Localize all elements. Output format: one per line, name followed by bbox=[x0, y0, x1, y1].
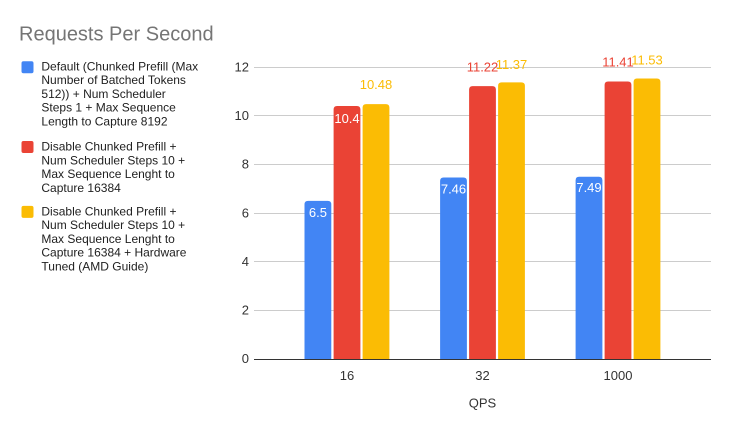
svg-text:2: 2 bbox=[242, 303, 249, 318]
svg-text:Disable Chunked Prefill +: Disable Chunked Prefill + Num Scheduler … bbox=[41, 140, 188, 195]
svg-text:6: 6 bbox=[242, 205, 249, 220]
svg-text:16: 16 bbox=[340, 368, 354, 383]
svg-text:Requests Per Second: Requests Per Second bbox=[19, 24, 214, 46]
svg-text:10.48: 10.48 bbox=[360, 77, 393, 92]
svg-text:Default (Chunked Prefill (Max: Default (Chunked Prefill (Max Number of … bbox=[41, 59, 201, 128]
svg-text:10.4: 10.4 bbox=[334, 111, 359, 126]
svg-text:10: 10 bbox=[235, 108, 249, 123]
svg-text:32: 32 bbox=[475, 368, 489, 383]
svg-text:11.41: 11.41 bbox=[602, 55, 634, 70]
svg-text:0: 0 bbox=[242, 351, 249, 366]
svg-text:Disable Chunked Prefill +: Disable Chunked Prefill + Num Scheduler … bbox=[41, 204, 189, 273]
svg-text:QPS: QPS bbox=[469, 396, 497, 411]
svg-text:11.22: 11.22 bbox=[467, 60, 499, 75]
svg-text:6.5: 6.5 bbox=[309, 205, 327, 220]
svg-text:11.53: 11.53 bbox=[631, 52, 663, 67]
svg-text:12: 12 bbox=[235, 59, 249, 74]
svg-text:11.37: 11.37 bbox=[496, 57, 528, 72]
svg-text:4: 4 bbox=[242, 254, 249, 269]
svg-text:8: 8 bbox=[242, 157, 249, 172]
svg-text:7.49: 7.49 bbox=[576, 180, 601, 195]
svg-text:1000: 1000 bbox=[604, 368, 633, 383]
svg-text:7.46: 7.46 bbox=[441, 182, 466, 197]
